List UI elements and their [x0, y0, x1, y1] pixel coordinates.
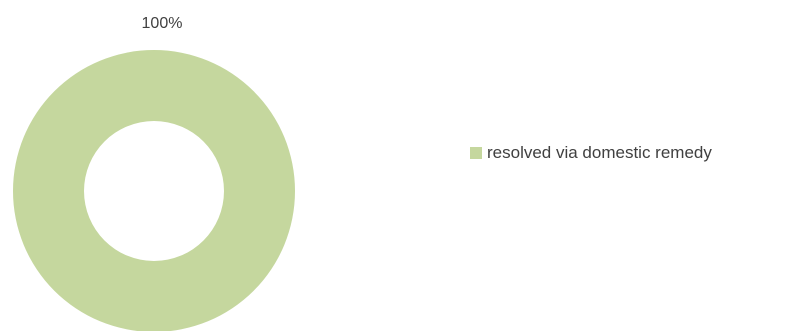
- slices-group: [13, 50, 295, 331]
- legend-label: resolved via domestic remedy: [487, 143, 712, 162]
- legend: resolved via domestic remedy: [470, 141, 712, 165]
- doughnut-slice: [13, 50, 295, 331]
- data-labels-group: 100%: [142, 15, 183, 32]
- data-label: 100%: [142, 15, 183, 32]
- legend-swatch: [470, 147, 482, 159]
